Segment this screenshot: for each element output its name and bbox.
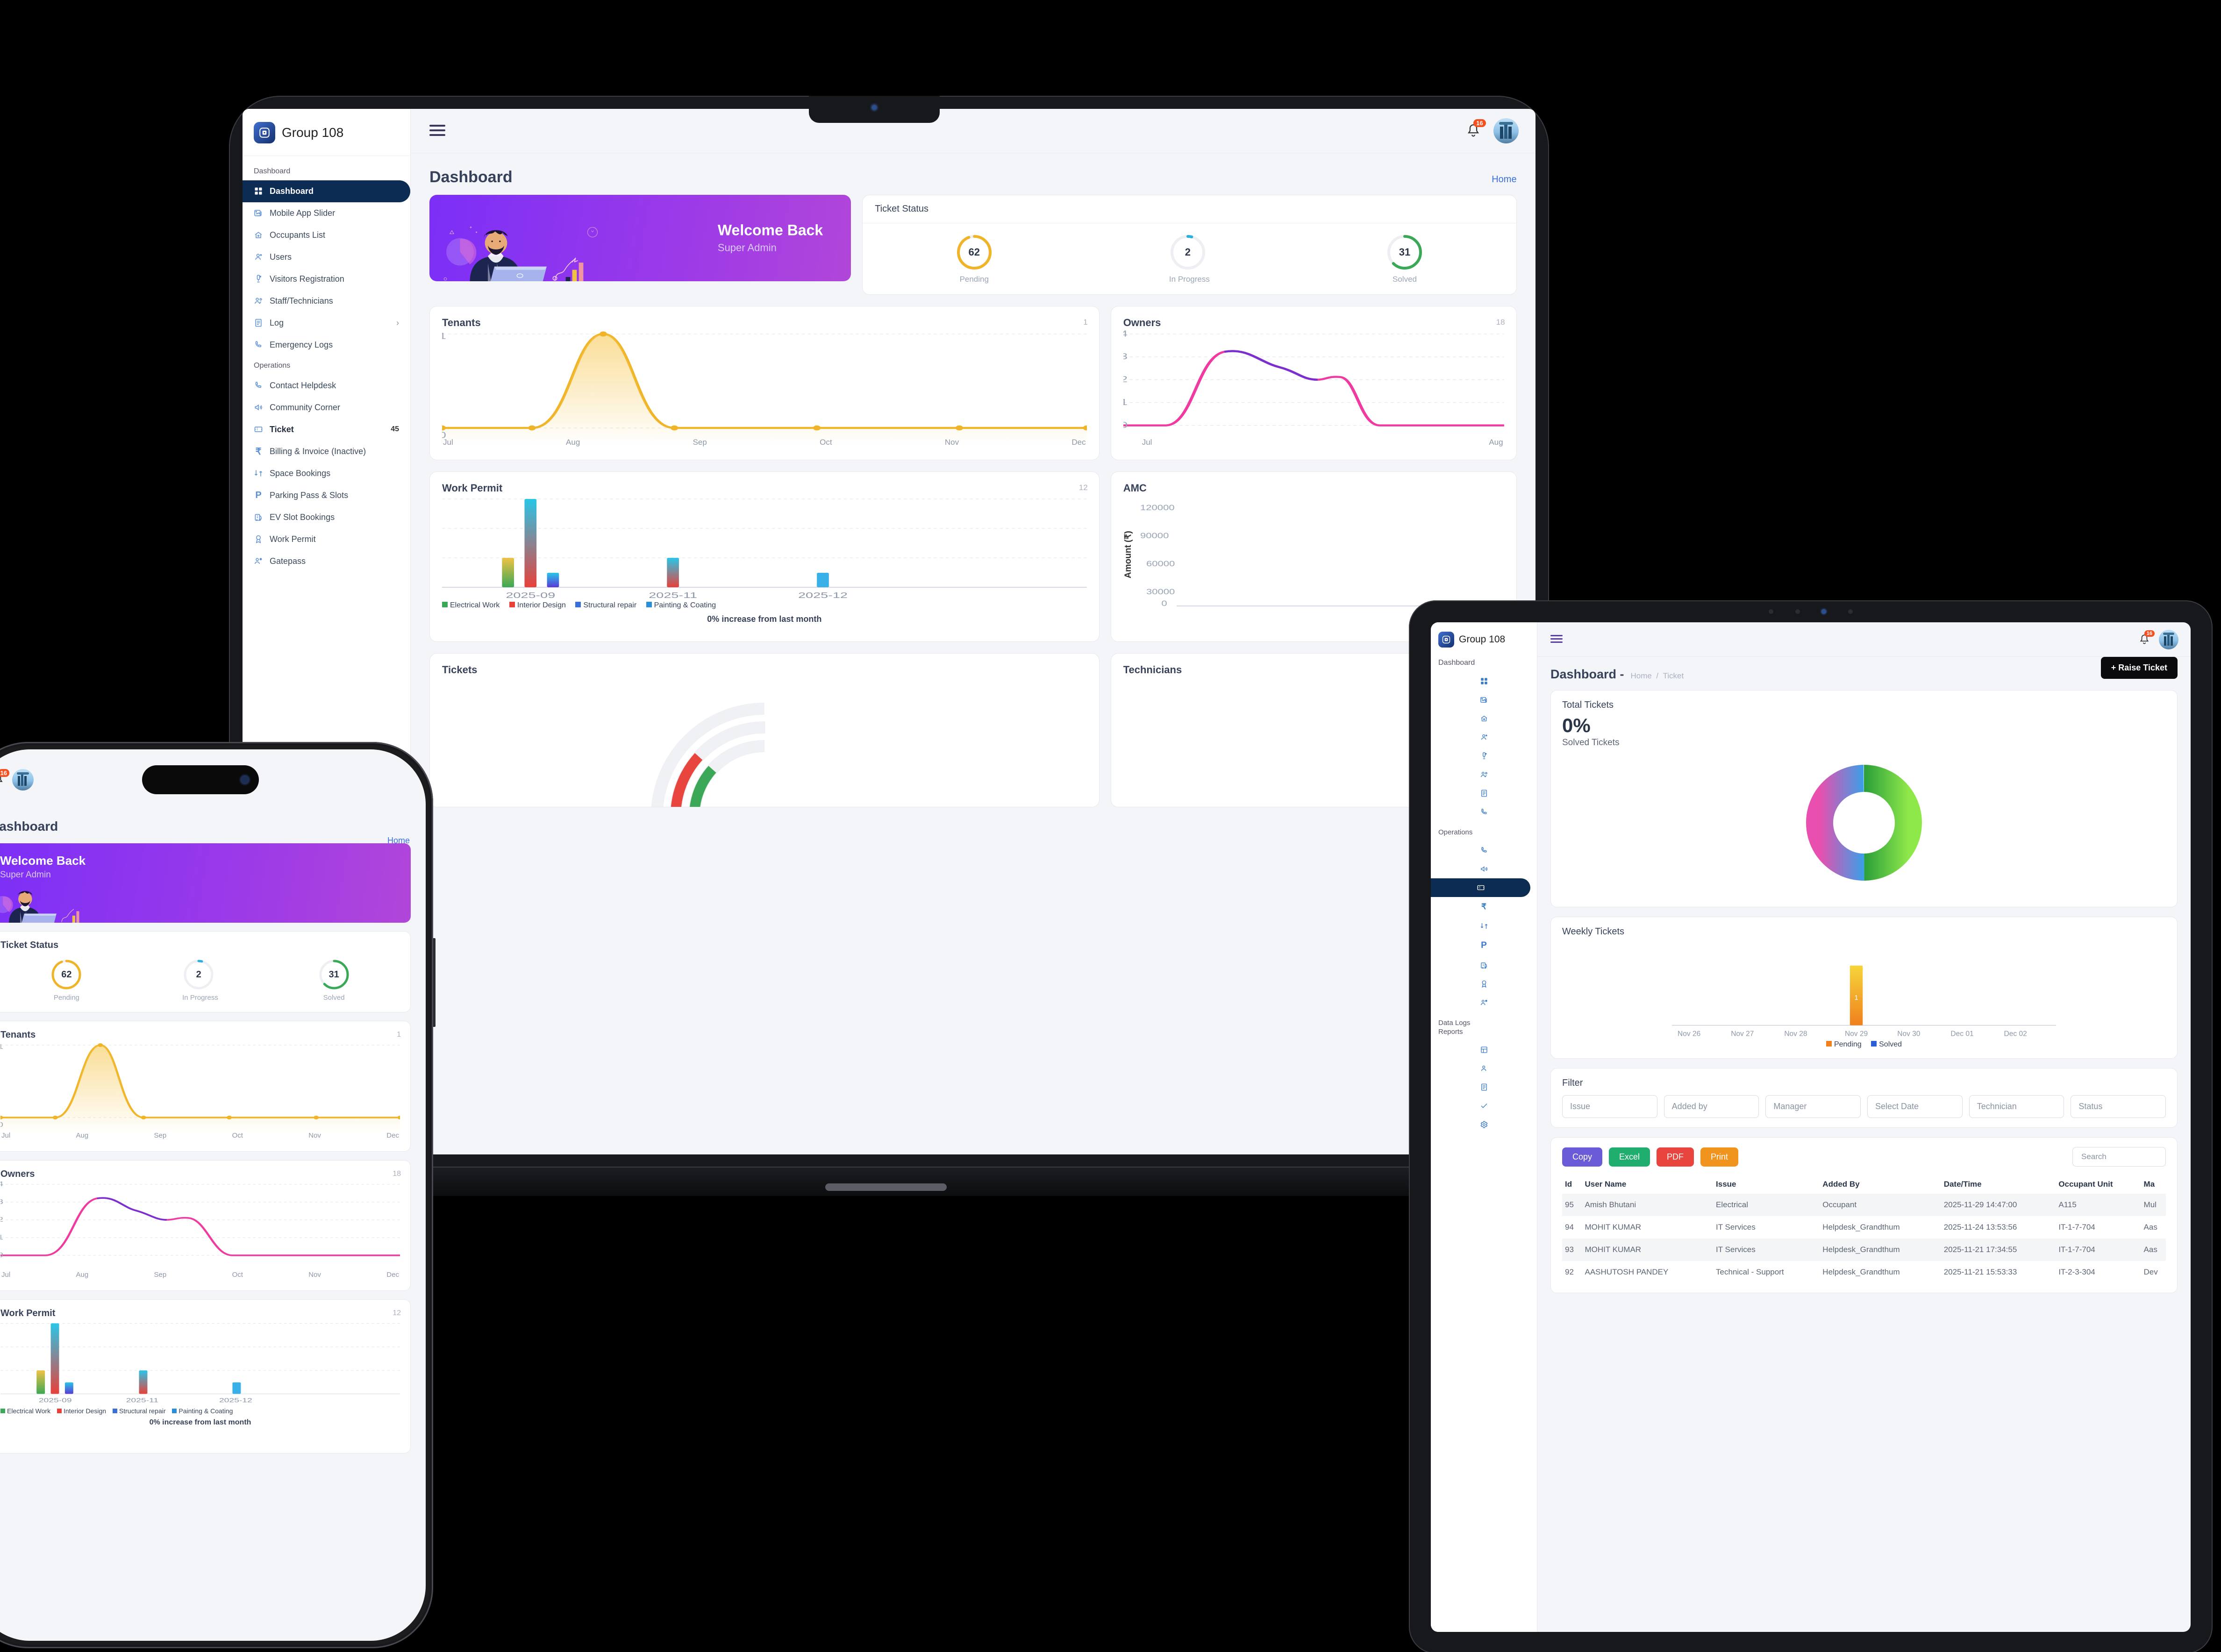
svg-text:Nov 29: Nov 29 [1845, 1030, 1868, 1038]
svg-text:Nov 30: Nov 30 [1897, 1030, 1921, 1038]
svg-text:90000: 90000 [1140, 531, 1169, 540]
svg-text:2025-11: 2025-11 [126, 1397, 158, 1404]
svg-text:Nov 26: Nov 26 [1678, 1030, 1700, 1038]
svg-text:2025-12: 2025-12 [798, 591, 848, 600]
svg-text:Nov 27: Nov 27 [1731, 1030, 1754, 1038]
svg-text:1: 1 [1855, 994, 1858, 1002]
svg-text:0: 0 [0, 1251, 3, 1259]
svg-text:2: 2 [1123, 375, 1128, 385]
svg-text:0: 0 [1123, 420, 1128, 430]
svg-text:2025-09: 2025-09 [39, 1397, 72, 1404]
svg-text:30000: 30000 [1146, 587, 1175, 596]
svg-text:4: 4 [1123, 329, 1128, 339]
svg-text:2025-12: 2025-12 [219, 1397, 252, 1404]
svg-text:Dec 01: Dec 01 [1950, 1030, 1973, 1038]
svg-text:2025-11: 2025-11 [649, 591, 697, 600]
svg-text:Dec 02: Dec 02 [2004, 1030, 2027, 1038]
svg-text:1: 1 [0, 1043, 3, 1051]
svg-text:2: 2 [0, 1216, 3, 1224]
svg-text:120000: 120000 [1140, 503, 1175, 512]
svg-text:1: 1 [1123, 398, 1128, 407]
svg-text:1: 1 [0, 1233, 3, 1241]
svg-text:Nov 28: Nov 28 [1784, 1030, 1807, 1038]
svg-text:0: 0 [0, 1121, 3, 1129]
svg-text:4: 4 [0, 1180, 3, 1188]
svg-text:0: 0 [1161, 599, 1167, 608]
svg-text:1: 1 [442, 331, 446, 341]
svg-text:2025-09: 2025-09 [506, 591, 555, 600]
svg-text:3: 3 [1123, 352, 1128, 362]
svg-text:60000: 60000 [1146, 559, 1175, 568]
svg-text:3: 3 [0, 1198, 3, 1206]
